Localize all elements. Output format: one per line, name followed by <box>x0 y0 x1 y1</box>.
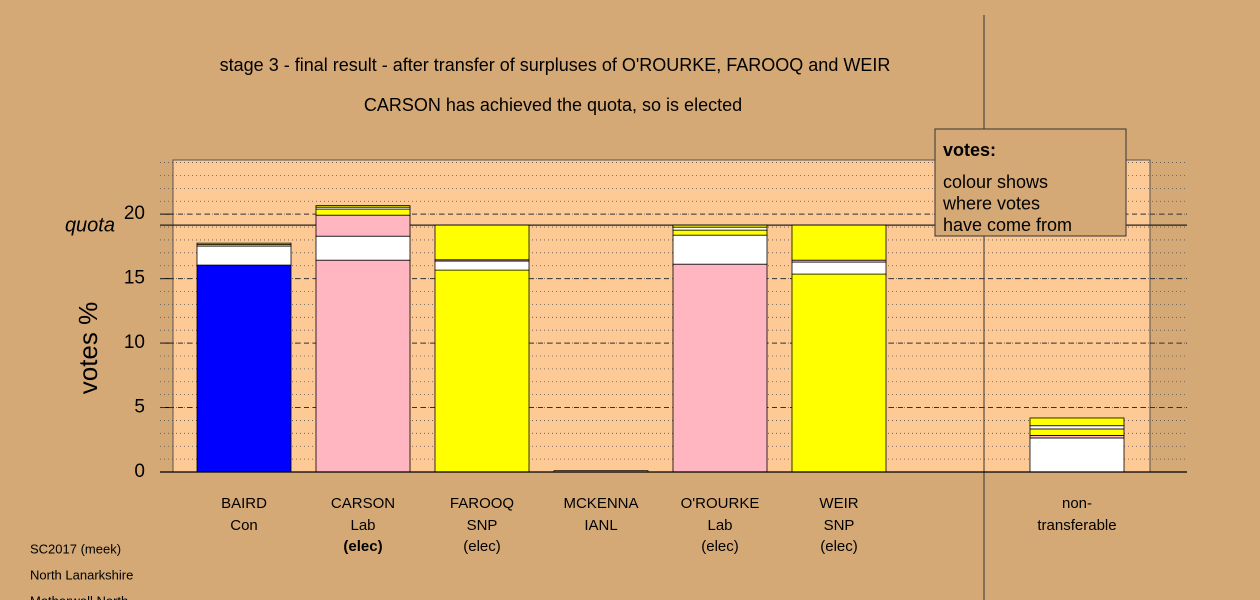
y-tick-label: 10 <box>124 332 145 353</box>
bar-segment <box>672 226 768 231</box>
x-tick-party: Con <box>230 517 258 534</box>
bar-segment <box>315 214 411 237</box>
bar-segment <box>1029 428 1125 436</box>
bar-segment <box>434 269 530 473</box>
y-tick-label: 5 <box>134 397 145 418</box>
x-tick-status: (elec) <box>463 538 501 555</box>
bar-segment <box>196 264 292 473</box>
x-tick-label: transferable <box>1037 517 1116 534</box>
chart-subtitle: CARSON has achieved the quota, so is ele… <box>364 95 742 115</box>
bar-segment <box>672 229 768 236</box>
bar-segment <box>1029 425 1125 430</box>
bar-segment <box>315 205 411 208</box>
bar-segment <box>1029 417 1125 427</box>
x-tick-party: IANL <box>584 517 617 534</box>
bar-segment <box>791 224 887 261</box>
x-tick-label: MCKENNA <box>563 495 638 512</box>
legend-box <box>934 128 1127 237</box>
legend-line: where votes <box>942 193 1040 213</box>
bar-segment <box>196 242 292 245</box>
quota-label: quota <box>65 214 115 236</box>
bar-segment <box>315 235 411 261</box>
bar-segment <box>315 259 411 473</box>
footer-line: Motherwell North <box>30 593 128 600</box>
x-tick-party: Lab <box>707 517 732 534</box>
bar-segment <box>672 263 768 473</box>
bar-segment <box>672 234 768 265</box>
bar-segment <box>196 245 292 266</box>
x-tick-label: BAIRD <box>221 495 267 512</box>
legend-title: votes: <box>943 140 996 160</box>
y-tick-label: 0 <box>134 461 145 482</box>
x-tick-label: non- <box>1062 495 1092 512</box>
x-tick-status: (elec) <box>701 538 739 555</box>
y-tick-label: 20 <box>124 203 145 224</box>
bar-segment <box>434 260 530 271</box>
bar-segment <box>791 261 887 275</box>
x-tick-label: CARSON <box>331 495 395 512</box>
bar-segment <box>1029 437 1125 473</box>
x-tick-label: WEIR <box>819 495 858 512</box>
bars <box>196 205 1125 473</box>
legend-line: have come from <box>943 215 1072 235</box>
bar-segment <box>672 224 768 228</box>
x-tick-label: FAROOQ <box>450 495 514 512</box>
footer-line: North Lanarkshire <box>30 567 133 582</box>
x-tick-party: SNP <box>824 517 855 534</box>
legend-line: colour shows <box>943 172 1048 192</box>
x-tick-label: O'ROURKE <box>681 495 760 512</box>
x-tick-party: SNP <box>467 517 498 534</box>
footer-line: SC2017 (meek) <box>30 541 121 556</box>
x-tick-status: (elec) <box>820 538 858 555</box>
x-tick-party: Lab <box>350 517 375 534</box>
chart-title: stage 3 - final result - after transfer … <box>220 55 891 75</box>
bar-segment <box>315 208 411 216</box>
y-tick-label: 15 <box>124 268 145 289</box>
y-axis-label: votes % <box>73 302 103 395</box>
bar-segment <box>791 273 887 473</box>
x-tick-status: (elec) <box>343 538 382 555</box>
bar-segment <box>434 224 530 261</box>
